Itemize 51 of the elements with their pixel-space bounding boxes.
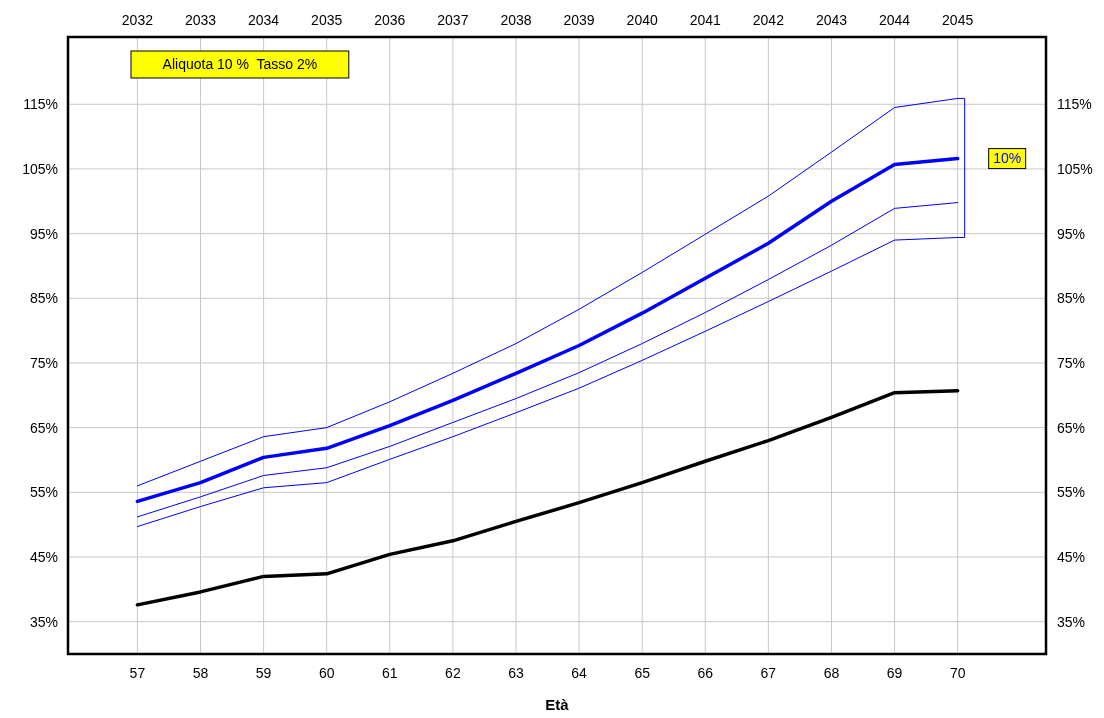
x-tick-label: 60 [318, 665, 335, 681]
y2-tick-label: 65% [1057, 419, 1086, 436]
y2-tick-label: 75% [1057, 354, 1086, 371]
x2-tick-label: 2036 [374, 12, 406, 28]
x2-tick-label: 2032 [121, 12, 154, 28]
x2-tick-label: 2037 [437, 12, 469, 28]
x2-tick-label: 2042 [752, 12, 785, 28]
y-tick-label: 115% [23, 96, 58, 113]
x2-tick-label: 2033 [184, 12, 217, 28]
y2-tick-label: 55% [1057, 484, 1086, 501]
x-tick-label: 57 [129, 665, 146, 681]
x2-tick-label: 2039 [563, 12, 595, 28]
y-tick-label: 105% [22, 160, 58, 177]
x-tick-label: 66 [697, 665, 714, 681]
x-tick-label: 70 [949, 665, 966, 681]
x2-tick-label: 2040 [626, 12, 658, 28]
annotation: 10% [993, 150, 1022, 167]
annotation: Aliquota 10 % Tasso 2% [162, 56, 318, 72]
y-tick-label: 85% [29, 290, 58, 307]
y2-tick-label: 105% [1057, 160, 1093, 177]
x2-tick-label: 2045 [942, 12, 974, 28]
line-series [135, 389, 960, 607]
x-tick-label: 62 [445, 665, 461, 681]
y2-tick-label: 115% [1057, 96, 1092, 113]
x-tick-label: 64 [571, 665, 588, 681]
y-tick-label: 55% [29, 484, 58, 501]
y2-tick-label: 35% [1057, 613, 1086, 630]
y-tick-label: 35% [29, 613, 58, 630]
y-tick-label: 45% [29, 548, 58, 565]
y-tick-label: 75% [29, 354, 58, 371]
x-tick-label: 67 [760, 665, 777, 681]
x-tick-label: 69 [886, 665, 903, 681]
x-tick-label: 58 [192, 665, 209, 681]
x-tick-label: 65 [634, 665, 651, 681]
x2-tick-label: 2038 [500, 12, 532, 28]
y-tick-label: 95% [29, 225, 58, 242]
x-tick-label: 61 [382, 665, 398, 681]
x-tick-label: 59 [255, 665, 272, 681]
y2-tick-label: 95% [1057, 225, 1086, 242]
y2-tick-label: 85% [1057, 290, 1086, 307]
x2-tick-label: 2041 [689, 12, 722, 28]
y2-tick-label: 45% [1057, 548, 1086, 565]
x2-tick-label: 2034 [248, 12, 280, 28]
x2-tick-label: 2044 [878, 12, 911, 28]
x-tick-label: 68 [823, 665, 840, 681]
x2-tick-label: 2043 [815, 12, 848, 28]
y-tick-label: 65% [29, 419, 58, 436]
x2-tick-label: 2035 [311, 12, 343, 28]
x-axis-title: Età [545, 696, 570, 713]
x-tick-label: 63 [508, 665, 524, 681]
line-series [135, 156, 960, 504]
